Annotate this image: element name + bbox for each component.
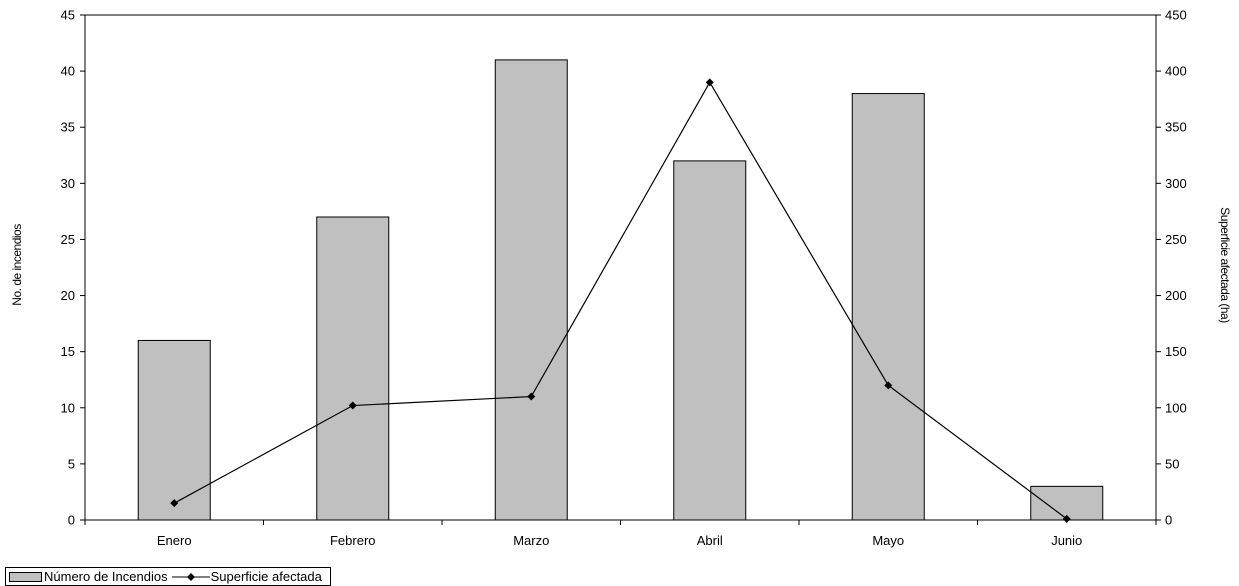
- y-right-tick-label: 100: [1165, 400, 1187, 415]
- legend-bar-swatch: [9, 571, 42, 582]
- y-right-tick-label: 350: [1165, 120, 1187, 135]
- x-tick-label: Febrero: [330, 533, 376, 548]
- y-left-tick-label: 0: [68, 513, 75, 528]
- y-right-tick-label: 0: [1165, 513, 1172, 528]
- legend-line-swatch: [171, 572, 210, 581]
- plot-area: [84, 14, 1157, 521]
- line-point-junio: [1062, 514, 1071, 523]
- legend: Número de Incendios Superficie afectada: [5, 567, 331, 586]
- y-left-tick-label: 35: [61, 120, 75, 135]
- y-left-axis-title: No. de incendios: [10, 224, 24, 306]
- legend-label-bar: Número de Incendios: [44, 569, 168, 584]
- y-left-tick-label: 40: [61, 64, 75, 79]
- y-left-tick-label: 20: [61, 288, 75, 303]
- y-left-tick-label: 25: [61, 232, 75, 247]
- x-tick-label: Mayo: [872, 533, 904, 548]
- y-right-tick-label: 400: [1165, 64, 1187, 79]
- bar-junio: [1030, 485, 1104, 521]
- y-right-tick-label: 250: [1165, 232, 1187, 247]
- y-left-tick-label: 45: [61, 8, 75, 23]
- legend-item-bar: Número de Incendios: [9, 569, 168, 584]
- line-superficie-afectada: [173, 81, 1068, 520]
- y-right-tick-label: 200: [1165, 288, 1187, 303]
- y-left-tick-label: 15: [61, 344, 75, 359]
- legend-item-line: Superficie afectada: [171, 569, 322, 584]
- y-right-axis-title: Superficie afectada (ha): [1218, 207, 1232, 323]
- combo-chart: 0510152025303540450501001502002503003504…: [10, 8, 1232, 549]
- line-point-enero: [170, 499, 179, 508]
- y-left-tick-label: 30: [61, 176, 75, 191]
- line-point-mayo: [884, 381, 893, 390]
- y-right-tick-label: 150: [1165, 344, 1187, 359]
- bar-mayo: [851, 93, 925, 521]
- legend-label-line: Superficie afectada: [210, 569, 322, 584]
- line-point-marzo: [527, 392, 536, 401]
- y-right-tick-label: 50: [1165, 456, 1179, 471]
- x-tick-label: Enero: [157, 533, 192, 548]
- line-point-abril: [705, 78, 714, 87]
- x-tick-label: Junio: [1051, 533, 1082, 548]
- y-right-tick-label: 450: [1165, 8, 1187, 23]
- bar-enero: [137, 339, 211, 521]
- bar-abril: [673, 160, 747, 521]
- x-tick-label: Marzo: [513, 533, 549, 548]
- y-left-tick-label: 5: [68, 456, 75, 471]
- bar-febrero: [316, 216, 390, 521]
- y-left-tick-label: 10: [61, 400, 75, 415]
- y-right-tick-label: 300: [1165, 176, 1187, 191]
- x-tick-label: Abril: [697, 533, 723, 548]
- line-point-febrero: [348, 401, 357, 410]
- bar-marzo: [494, 59, 568, 521]
